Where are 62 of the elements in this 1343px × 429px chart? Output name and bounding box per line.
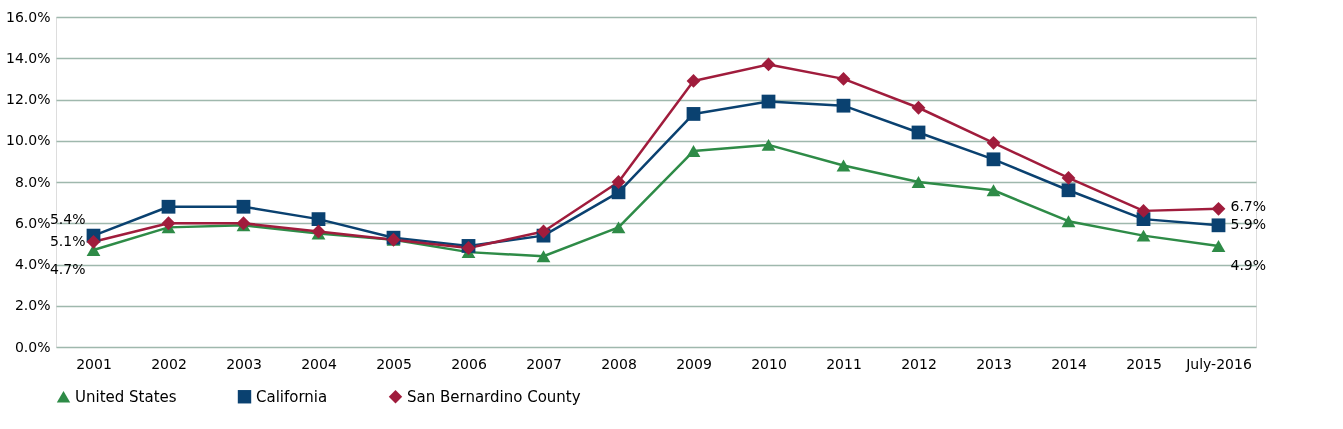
x-tick-label: 2004: [301, 355, 337, 372]
point: [1136, 229, 1151, 242]
point: [836, 159, 851, 172]
point: [836, 71, 851, 86]
data-label: 5.1%: [49, 232, 86, 249]
point: [1211, 239, 1226, 252]
legend-label: California: [256, 387, 328, 406]
data-label: 5.4%: [49, 210, 86, 227]
x-tick-label: 2013: [976, 355, 1012, 372]
point: [1061, 215, 1076, 228]
x-tick-label: 2002: [151, 355, 187, 372]
point: [986, 184, 1001, 197]
point: [986, 135, 1001, 150]
point: [1211, 218, 1226, 233]
point: [761, 138, 776, 151]
x-tick-label: 2015: [1126, 355, 1162, 372]
point: [1061, 183, 1076, 198]
point: [986, 152, 1001, 167]
point: [1211, 201, 1226, 216]
point: [1136, 203, 1151, 218]
x-tick-label: 2006: [451, 355, 487, 372]
x-tick-label: 2009: [676, 355, 712, 372]
y-tick-label: 2.0%: [14, 297, 51, 314]
point: [161, 199, 176, 214]
x-tick-label: 2010: [751, 355, 787, 372]
x-tick-label: July-2016: [1185, 355, 1252, 372]
y-tick-label: 16.0%: [6, 8, 51, 25]
y-tick-label: 0.0%: [14, 338, 51, 355]
point: [836, 98, 851, 113]
point: [911, 176, 926, 188]
x-tick-label: 2003: [226, 355, 262, 372]
legend-label: United States: [75, 387, 177, 406]
point: [911, 100, 926, 115]
y-tick-label: 14.0%: [6, 49, 51, 66]
point: [686, 74, 701, 88]
point: [686, 107, 701, 121]
point: [236, 199, 251, 214]
data-label: 6.7%: [1230, 197, 1267, 214]
x-tick-label: 2014: [1051, 355, 1087, 372]
x-tick-label: 2008: [601, 355, 637, 372]
point: [611, 175, 626, 189]
y-tick-label: 12.0%: [6, 91, 51, 107]
x-tick-label: 2011: [826, 355, 862, 372]
point: [311, 212, 326, 227]
legend-label: San Bernardino County: [407, 387, 581, 406]
point: [536, 250, 551, 263]
data-label: 4.9%: [1230, 256, 1267, 273]
x-tick-label: 2007: [526, 355, 562, 372]
x-tick-label: 2005: [376, 355, 412, 372]
y-tick-label: 6.0%: [14, 214, 51, 231]
point: [686, 145, 701, 158]
point: [611, 221, 626, 234]
data-label: 5.9%: [1230, 216, 1267, 233]
point: [161, 216, 176, 231]
x-tick-label: 2001: [76, 355, 112, 372]
y-tick-label: 4.0%: [14, 256, 51, 272]
point: [1061, 170, 1076, 185]
x-tick-label: 2012: [901, 355, 937, 372]
y-tick-label: 10.0%: [6, 132, 51, 149]
y-tick-label: 8.0%: [14, 173, 51, 190]
data-label: 4.7%: [49, 261, 86, 278]
point: [86, 234, 101, 249]
